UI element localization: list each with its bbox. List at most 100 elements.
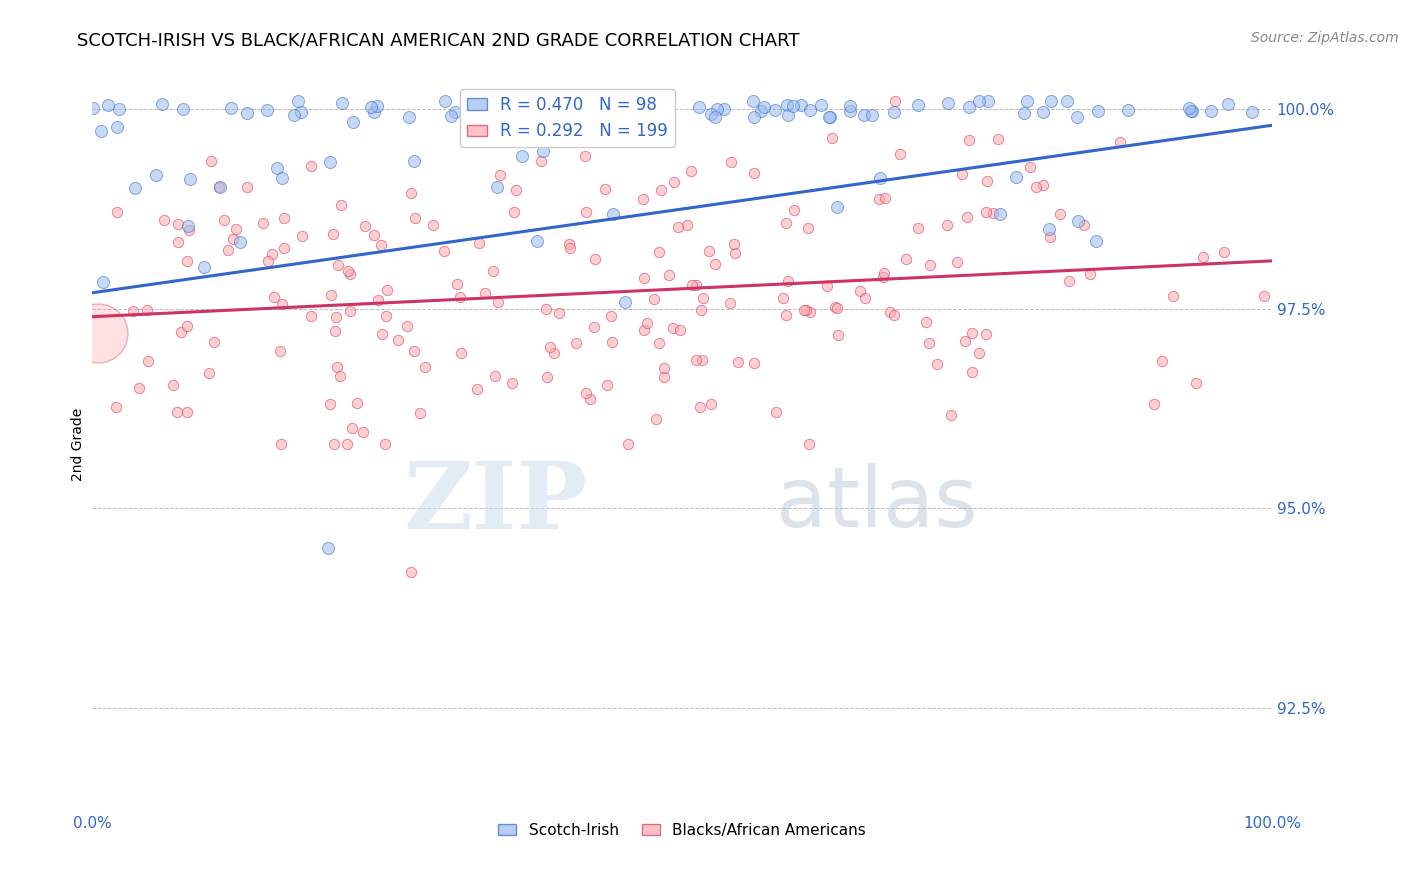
- Point: [977, 95, 1000, 109]
- Point: [177, 219, 200, 233]
- Point: [260, 246, 283, 260]
- Point: [339, 268, 361, 282]
- Point: [578, 392, 600, 406]
- Point: [936, 218, 959, 232]
- Point: [579, 97, 602, 112]
- Point: [1049, 207, 1071, 221]
- Point: [645, 411, 668, 425]
- Point: [643, 292, 665, 306]
- Point: [198, 366, 221, 380]
- Point: [595, 377, 617, 392]
- Point: [325, 310, 347, 325]
- Point: [873, 266, 896, 280]
- Point: [1056, 95, 1078, 109]
- Point: [868, 192, 890, 206]
- Point: [704, 257, 727, 271]
- Point: [1039, 230, 1062, 244]
- Point: [869, 171, 891, 186]
- Point: [204, 335, 226, 350]
- Point: [290, 105, 312, 120]
- Point: [124, 181, 146, 195]
- Point: [849, 284, 872, 298]
- Point: [167, 235, 190, 250]
- Point: [1161, 289, 1184, 303]
- Point: [648, 245, 671, 260]
- Point: [579, 100, 602, 114]
- Point: [974, 205, 997, 219]
- Point: [652, 361, 675, 376]
- Point: [668, 323, 690, 337]
- Point: [776, 274, 799, 288]
- Point: [167, 218, 190, 232]
- Point: [375, 283, 398, 297]
- Point: [269, 343, 291, 358]
- Point: [967, 345, 990, 359]
- Point: [818, 110, 841, 124]
- Point: [108, 102, 131, 116]
- Point: [957, 100, 980, 114]
- Point: [90, 124, 112, 138]
- Point: [208, 180, 231, 194]
- Point: [97, 98, 120, 112]
- Point: [960, 326, 983, 341]
- Point: [176, 254, 198, 268]
- Point: [776, 108, 799, 122]
- Point: [679, 164, 702, 178]
- Point: [1213, 244, 1236, 259]
- Point: [776, 97, 799, 112]
- Point: [883, 308, 905, 322]
- Point: [200, 153, 222, 168]
- Point: [273, 211, 295, 225]
- Point: [370, 237, 392, 252]
- Point: [790, 98, 813, 112]
- Point: [172, 102, 194, 116]
- Point: [208, 180, 231, 194]
- Point: [366, 99, 388, 113]
- Point: [557, 237, 579, 252]
- Point: [557, 99, 579, 113]
- Text: atlas: atlas: [776, 463, 979, 543]
- Point: [176, 318, 198, 333]
- Point: [600, 309, 623, 323]
- Point: [652, 370, 675, 384]
- Point: [404, 211, 426, 225]
- Point: [363, 227, 385, 242]
- Point: [337, 263, 360, 277]
- Point: [332, 96, 354, 111]
- Point: [342, 115, 364, 129]
- Point: [273, 241, 295, 255]
- Point: [765, 405, 787, 419]
- Point: [415, 359, 437, 374]
- Point: [631, 95, 654, 109]
- Point: [353, 219, 375, 234]
- Point: [676, 218, 699, 232]
- Point: [918, 258, 941, 272]
- Point: [222, 232, 245, 246]
- Point: [825, 301, 848, 316]
- Point: [799, 103, 821, 117]
- Point: [217, 243, 239, 257]
- Point: [1019, 160, 1042, 174]
- Point: [689, 400, 711, 414]
- Point: [754, 100, 776, 114]
- Point: [724, 246, 747, 260]
- Point: [1192, 250, 1215, 264]
- Point: [633, 322, 655, 336]
- Point: [266, 161, 288, 175]
- Point: [548, 306, 571, 320]
- Point: [662, 320, 685, 334]
- Point: [105, 204, 128, 219]
- Point: [346, 396, 368, 410]
- Point: [810, 98, 832, 112]
- Point: [658, 268, 681, 282]
- Point: [482, 263, 505, 277]
- Point: [270, 296, 292, 310]
- Point: [484, 369, 506, 384]
- Point: [319, 287, 342, 301]
- Point: [395, 319, 418, 334]
- Point: [318, 397, 340, 411]
- Point: [927, 357, 949, 371]
- Point: [1180, 103, 1202, 118]
- Point: [283, 108, 305, 122]
- Point: [1199, 103, 1222, 118]
